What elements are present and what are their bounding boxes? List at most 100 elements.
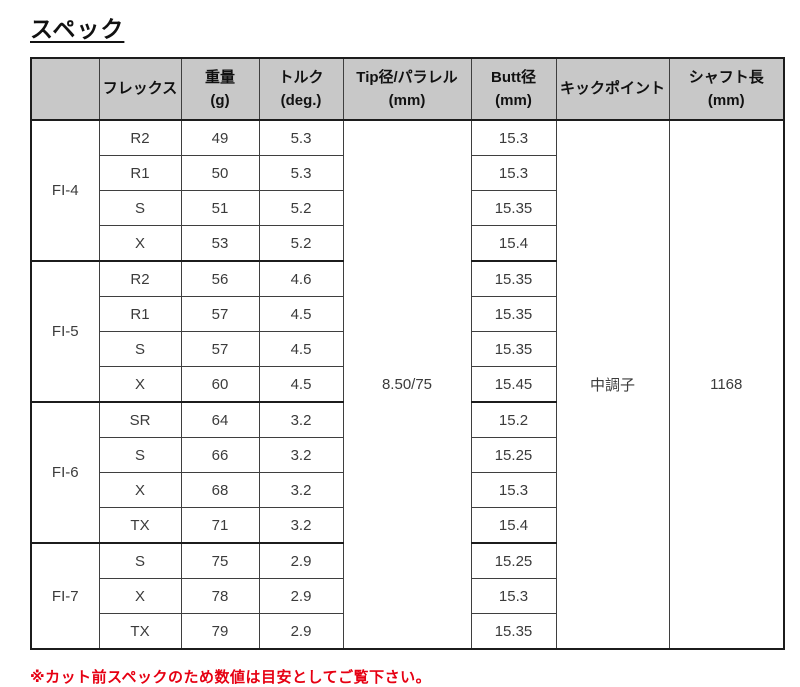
header-weight-line1: 重量	[204, 68, 235, 86]
flex-cell: SR	[98, 401, 182, 438]
torque-cell: 3.2	[258, 507, 344, 544]
pre-cut-spec-note: ※カット前スペックのため数値は目安としてご覧下さい。	[30, 669, 432, 686]
torque-cell: 3.2	[258, 437, 344, 473]
flex-cell: R2	[98, 119, 182, 156]
torque-cell: 4.5	[258, 331, 344, 367]
butt-cell: 15.45	[470, 366, 557, 403]
table-row: TX 79 2.9 15.35	[31, 613, 784, 650]
header-flex-label: フレックス	[102, 80, 178, 98]
table-row: FI-5 R2 56 4.6 15.35	[30, 260, 784, 403]
butt-cell: 15.35	[470, 190, 557, 226]
page-title: スペック	[30, 16, 125, 42]
flex-cell: X	[98, 366, 182, 403]
spec-table: フレックス 重量 (g) トルク (deg.) Tip径/パラレル (mm) Butt…	[30, 57, 785, 650]
flex-cell: TX	[98, 613, 182, 650]
weight-cell: 78	[180, 578, 260, 614]
flex-cell: R1	[98, 155, 182, 191]
shaft-length-cell: 1168	[668, 119, 785, 650]
flex-cell: R1	[98, 296, 182, 332]
torque-cell: 5.3	[258, 119, 344, 156]
model-cell: FI-6	[30, 401, 100, 544]
weight-cell: 66	[180, 437, 260, 473]
flex-cell: X	[98, 472, 182, 508]
table-row: X 78 2.9 15.3	[31, 578, 784, 614]
header-torque-line2: (deg.)	[280, 92, 322, 109]
flex-cell: S	[98, 542, 182, 579]
flex-cell: S	[98, 437, 182, 473]
table-row: S 51 5.2 15.35	[31, 190, 784, 226]
torque-cell: 3.2	[258, 472, 344, 508]
weight-cell: 49	[180, 119, 260, 156]
header-length-line2: (mm)	[707, 92, 745, 109]
header-shaft-length: シャフト長 (mm)	[668, 57, 785, 121]
header-butt: Butt径 (mm)	[470, 57, 557, 121]
header-tip-line1: Tip径/パラレル	[356, 68, 458, 86]
table-row: R1 50 5.3 15.3	[31, 155, 784, 191]
butt-cell: 15.3	[470, 155, 557, 191]
weight-cell: 64	[180, 401, 260, 438]
butt-cell: 15.3	[470, 578, 557, 614]
flex-cell: TX	[98, 507, 182, 544]
torque-cell: 2.9	[258, 578, 344, 614]
weight-cell: 75	[180, 542, 260, 579]
butt-cell: 15.3	[470, 119, 557, 156]
header-row: フレックス 重量 (g) トルク (deg.) Tip径/パラレル (mm) Butt…	[30, 57, 785, 121]
table-row: R1 57 4.5 15.35	[31, 296, 784, 332]
header-length-line1: シャフト長	[688, 68, 764, 86]
header-model	[30, 57, 100, 121]
header-kickpoint: キックポイント	[555, 57, 670, 121]
butt-cell: 15.3	[470, 472, 557, 508]
torque-cell: 5.2	[258, 190, 344, 226]
butt-cell: 15.4	[470, 225, 557, 262]
flex-cell: X	[98, 225, 182, 262]
torque-cell: 2.9	[258, 542, 344, 579]
butt-cell: 15.4	[470, 507, 557, 544]
torque-cell: 2.9	[258, 613, 344, 650]
weight-cell: 60	[180, 366, 260, 403]
weight-cell: 79	[180, 613, 260, 650]
torque-cell: 3.2	[258, 401, 344, 438]
header-kickpoint-label: キックポイント	[559, 80, 665, 98]
torque-cell: 4.5	[258, 296, 344, 332]
butt-cell: 15.25	[470, 542, 557, 579]
weight-cell: 51	[180, 190, 260, 226]
header-tip: Tip径/パラレル (mm)	[342, 57, 472, 121]
model-cell: FI-5	[30, 260, 100, 403]
weight-cell: 57	[180, 331, 260, 367]
kickpoint-cell: 中調子	[555, 119, 670, 650]
butt-cell: 15.35	[470, 296, 557, 332]
flex-cell: X	[98, 578, 182, 614]
torque-cell: 4.6	[258, 260, 344, 297]
header-torque: トルク (deg.)	[258, 57, 344, 121]
header-weight-line2: (g)	[210, 92, 230, 109]
table-row: FI-4 R2 49 5.3 8.50/75 15.3 中調子 1168	[30, 119, 785, 650]
butt-cell: 15.25	[470, 437, 557, 473]
weight-cell: 68	[180, 472, 260, 508]
torque-cell: 5.2	[258, 225, 344, 262]
flex-cell: S	[98, 331, 182, 367]
butt-cell: 15.35	[470, 613, 557, 650]
weight-cell: 71	[180, 507, 260, 544]
weight-cell: 50	[180, 155, 260, 191]
flex-cell: S	[98, 190, 182, 226]
model-cell: FI-7	[30, 542, 100, 650]
butt-cell: 15.35	[470, 331, 557, 367]
table-row: S 57 4.5 15.35	[31, 331, 784, 367]
table-row: FI-7 S 75 2.9 15.25	[30, 542, 784, 650]
table-row: X 60 4.5 15.45	[31, 366, 784, 403]
butt-cell: 15.2	[470, 401, 557, 438]
weight-cell: 53	[180, 225, 260, 262]
model-cell: FI-4	[30, 119, 100, 262]
tip-cell: 8.50/75	[342, 119, 472, 650]
header-flex: フレックス	[98, 57, 182, 121]
header-weight: 重量 (g)	[180, 57, 260, 121]
header-tip-line2: (mm)	[388, 92, 426, 109]
header-torque-line1: トルク	[278, 68, 324, 86]
flex-cell: R2	[98, 260, 182, 297]
table-row: X 68 3.2 15.3	[31, 472, 784, 508]
torque-cell: 4.5	[258, 366, 344, 403]
torque-cell: 5.3	[258, 155, 344, 191]
header-butt-line1: Butt径	[491, 68, 536, 86]
weight-cell: 56	[180, 260, 260, 297]
